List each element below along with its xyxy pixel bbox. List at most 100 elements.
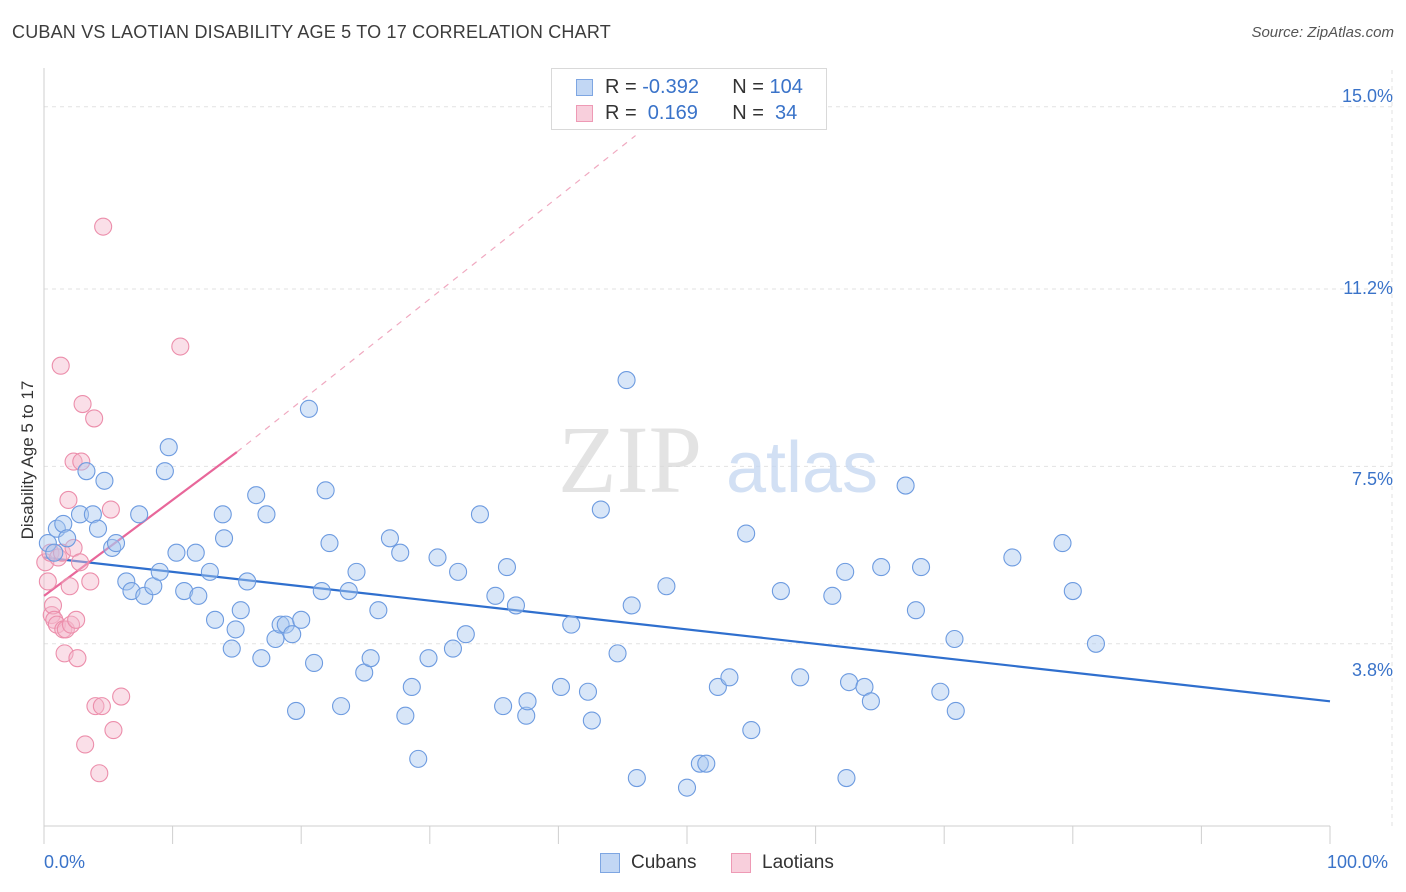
cuban-point [266,629,285,649]
cuban-point [380,529,399,548]
cuban-point [1053,534,1072,553]
cuban-point [271,615,290,634]
laotian-point [61,615,81,634]
cuban-point [737,524,756,543]
legend-n-value: 104 [769,75,803,98]
cuban-point [861,692,880,711]
laotian-point [85,409,104,428]
cuban-point [708,677,727,696]
laotian-point [171,337,190,356]
cuban-point [130,505,149,524]
cuban-point [1086,634,1105,653]
legend-r-label: R = [605,101,643,124]
legend-row-laotians: R = 0.169 N = 34 [576,100,797,126]
cuban-point [486,586,505,605]
source-label: Source: ZipAtlas.com [1251,24,1394,41]
x-tick-label: 100.0% [1327,852,1389,872]
cuban-point [186,543,205,562]
axes [43,68,1331,844]
cuban-point [839,673,859,692]
cuban-point [1003,548,1022,567]
cuban-point [175,582,194,601]
correlation-legend: R = -0.392 N = 104 R = 0.169 N = 34 [551,68,827,130]
cuban-point [896,476,915,495]
watermark-zip: ZIP [558,406,702,513]
chart-title: CUBAN VS LAOTIAN DISABILITY AGE 5 TO 17 … [12,22,611,42]
cuban-point [189,586,208,605]
laotian-point [51,356,70,375]
cuban-point [332,697,351,716]
cuban-point [312,582,331,601]
cuban-point [167,543,186,562]
cuban-point [946,701,965,720]
cuban-point [361,649,380,668]
legend-swatch-laotians [731,853,751,873]
cuban-point [38,534,57,553]
laotians-trend-line [43,451,238,597]
cuban-point [837,769,856,788]
cuban-point [320,534,339,553]
cubans-trend-line [43,556,1331,703]
laotian-point [68,649,87,668]
cuban-point [347,562,366,581]
cuban-point [409,749,428,768]
cuban-point [292,610,311,629]
cuban-point [578,682,598,701]
cuban-point [608,644,627,663]
cuban-point [677,778,697,797]
cuban-point [1063,582,1082,601]
laotian-point [70,553,90,572]
cuban-point [449,562,468,581]
laotian-point [92,697,111,716]
laotian-point [104,721,123,740]
legend-r-value: -0.392 [642,75,699,98]
laotian-point [76,735,95,754]
cuban-point [283,625,302,644]
cuban-point [247,486,266,505]
cuban-point [517,706,536,725]
cuban-point [58,529,77,548]
y-tick-label: 3.8% [1351,660,1393,680]
cuban-point [205,610,225,629]
legend-n-label: N = [732,75,770,98]
series-legend: Cubans Laotians [0,852,1406,876]
cuban-point [155,462,174,481]
legend-item-cubans[interactable]: Cubans [600,852,697,874]
laotian-point [73,395,92,414]
cuban-point [95,471,114,490]
laotian-point [45,610,64,629]
cuban-point [214,529,234,548]
cuban-point [497,558,517,577]
laotian-point [81,572,100,591]
y-tick-label: 7.5% [1351,469,1393,489]
legend-n-label: N = [732,101,770,124]
laotian-point [59,490,78,509]
cuban-point [45,543,64,562]
cuban-point [906,601,925,620]
cuban-point [54,514,73,533]
y-axis-label: Disability Age 5 to 17 [18,380,37,540]
cuban-point [200,562,219,581]
cuban-point [299,399,318,418]
cuban-point [83,505,102,524]
laotian-point [86,697,105,716]
legend-item-laotians[interactable]: Laotians [731,852,834,874]
laotian-point [60,577,79,596]
cuban-point [443,639,462,658]
laotian-point [43,596,63,615]
cuban-point [945,629,964,649]
laotians-trend-extension [236,135,636,453]
cuban-point [70,505,90,524]
legend-row-cubans: R = -0.392 N = 104 [576,74,803,100]
cuban-point [213,505,232,524]
cuban-point [287,701,306,720]
legend-swatch-laotians [576,104,593,122]
cuban-point [159,438,178,457]
cuban-point [494,697,513,716]
legend-swatch-cubans [576,78,593,96]
cuban-point [402,677,421,696]
cubans-points [38,371,1105,797]
cuban-point [791,668,810,687]
laotian-point [42,605,61,625]
